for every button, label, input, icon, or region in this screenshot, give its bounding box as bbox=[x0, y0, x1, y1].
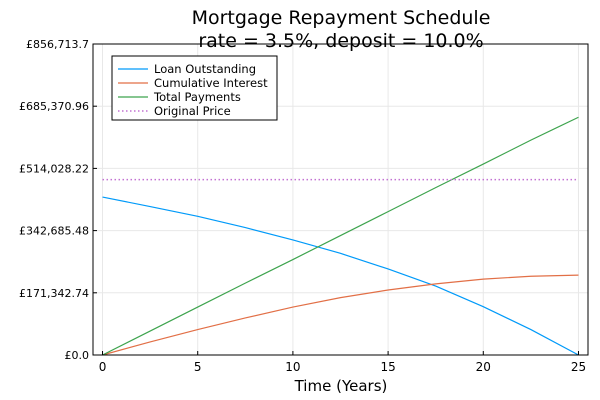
x-tick-label: 20 bbox=[476, 360, 491, 374]
legend-entry-label: Cumulative Interest bbox=[154, 76, 268, 90]
series-line-loan-outstanding bbox=[102, 196, 579, 356]
x-tick-label: 10 bbox=[285, 360, 300, 374]
y-tick-label: £685,370.96 bbox=[19, 100, 89, 113]
series-line-total-payments bbox=[102, 116, 579, 356]
legend-box bbox=[111, 55, 278, 121]
chart-subtitle: rate = 3.5%, deposit = 10.0% bbox=[198, 30, 483, 52]
y-tick-label: £342,685.48 bbox=[19, 225, 89, 238]
chart-title: Mortgage Repayment Schedule bbox=[192, 7, 491, 29]
y-tick-label: £856,713.7 bbox=[26, 38, 89, 51]
x-tick-label: 5 bbox=[194, 360, 202, 374]
y-tick-label: £0.0 bbox=[65, 349, 90, 362]
x-tick-label: 25 bbox=[571, 360, 586, 374]
x-tick-label: 15 bbox=[380, 360, 395, 374]
axis-ticks: 0 5 10 15 20 25 £0.0 £171,342.74 £342,685.48 £514… bbox=[19, 38, 586, 374]
legend-entry-label: Loan Outstanding bbox=[154, 62, 256, 76]
series-lines bbox=[102, 116, 579, 356]
y-tick-label: £171,342.74 bbox=[19, 287, 89, 300]
plot-frame bbox=[92, 43, 589, 356]
legend-entry-label: Original Price bbox=[154, 104, 231, 118]
y-tick-label: £514,028.22 bbox=[19, 162, 89, 175]
series-line-cumulative-interest bbox=[102, 274, 579, 356]
legend-entry-label: Total Payments bbox=[153, 90, 241, 104]
x-axis-label: Time (Years) bbox=[294, 377, 388, 395]
x-tick-label: 0 bbox=[99, 360, 107, 374]
